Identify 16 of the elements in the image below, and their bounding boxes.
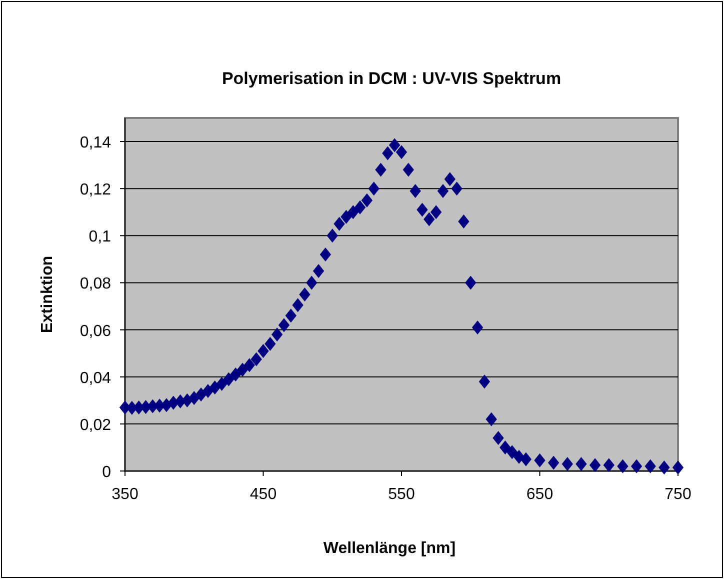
x-tick-label: 750 [664, 486, 692, 503]
x-tick-label: 650 [526, 486, 554, 503]
y-tick-label: 0,06 [80, 322, 112, 340]
chart-title: Polymerisation in DCM : UV-VIS Spektrum [222, 69, 562, 88]
y-tick-label: 0,12 [80, 182, 112, 199]
y-tick-label: 0,04 [80, 370, 112, 387]
x-tick-label: 450 [250, 486, 277, 503]
x-tick-label: 550 [388, 486, 415, 503]
x-axis-title: Wellenlänge [nm] [323, 540, 456, 557]
y-tick-label: 0,02 [80, 416, 112, 434]
y-tick-label: 0 [102, 464, 112, 481]
y-tick-label: 0,08 [80, 276, 112, 293]
y-tick-label: 0,1 [88, 228, 112, 246]
y-tick-label: 0,14 [80, 134, 112, 152]
y-axis-title: Extinktion [39, 256, 56, 334]
x-tick-label: 350 [112, 486, 138, 503]
